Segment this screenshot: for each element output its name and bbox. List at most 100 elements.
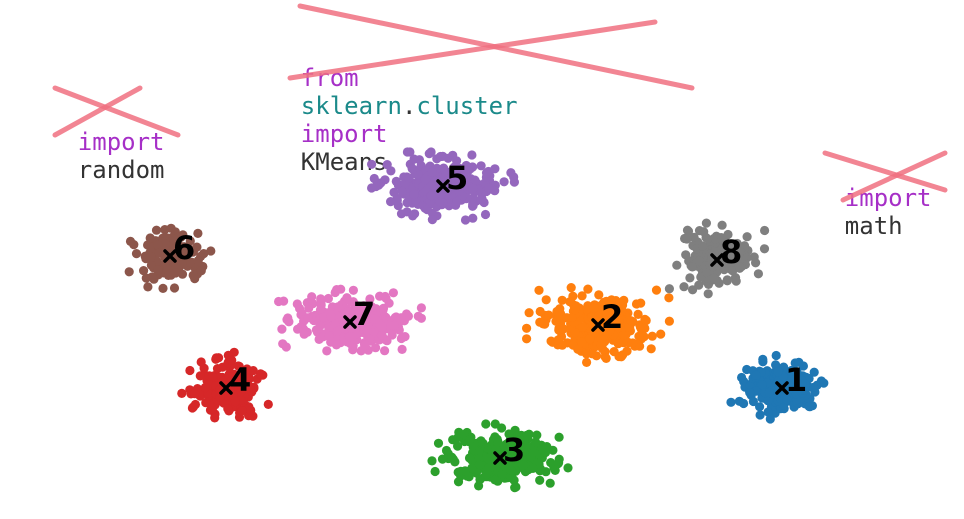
- cluster-label-3: 3: [503, 431, 525, 469]
- data-point: [408, 211, 418, 221]
- data-point: [371, 181, 381, 192]
- data-point: [531, 437, 541, 447]
- data-point: [541, 295, 551, 305]
- strike-random-a: [52, 85, 181, 138]
- data-point: [612, 320, 622, 330]
- data-point: [771, 350, 781, 361]
- data-point: [177, 388, 187, 398]
- data-point: [430, 466, 440, 477]
- data-point: [763, 396, 773, 406]
- strike-marks: [52, 3, 948, 203]
- data-point: [344, 331, 355, 342]
- data-point: [282, 315, 292, 325]
- data-point: [490, 475, 500, 485]
- data-point: [333, 302, 343, 312]
- data-point: [522, 323, 532, 333]
- data-point: [558, 324, 568, 334]
- data-point: [484, 183, 494, 193]
- data-point: [782, 395, 792, 405]
- data-point: [758, 354, 768, 364]
- module-sklearn: sklearn: [300, 92, 402, 120]
- data-point: [323, 293, 333, 304]
- data-point: [322, 346, 332, 356]
- data-point: [236, 371, 246, 381]
- data-point: [522, 334, 532, 344]
- data-point: [664, 293, 674, 303]
- data-point: [682, 234, 692, 244]
- keyword-import: import: [844, 184, 932, 212]
- name-random: random: [77, 156, 165, 184]
- cluster-8-points: [664, 218, 770, 299]
- data-point: [577, 291, 587, 301]
- name-math: math: [844, 212, 903, 240]
- data-point: [755, 410, 765, 420]
- data-point: [396, 333, 406, 344]
- data-point: [299, 329, 309, 339]
- data-point: [124, 267, 134, 277]
- data-point: [646, 344, 656, 354]
- data-point: [463, 166, 473, 176]
- data-point: [499, 177, 509, 187]
- data-point: [146, 260, 156, 270]
- data-point: [566, 283, 576, 293]
- data-point: [369, 173, 379, 184]
- data-point: [420, 174, 430, 185]
- data-point: [518, 460, 529, 470]
- cluster-5-points: [367, 147, 519, 225]
- data-point: [475, 460, 485, 470]
- data-point: [582, 357, 592, 367]
- data-point: [435, 197, 445, 207]
- data-point: [500, 441, 510, 452]
- cluster-label-7: 7: [353, 295, 375, 333]
- data-point: [361, 307, 371, 317]
- data-point: [742, 232, 752, 242]
- data-point: [441, 445, 452, 456]
- data-point: [596, 339, 606, 350]
- data-point: [277, 324, 287, 334]
- data-point: [760, 225, 770, 236]
- data-point: [679, 282, 689, 292]
- data-point: [176, 249, 186, 259]
- data-point: [581, 305, 592, 315]
- data-point: [745, 388, 755, 398]
- data-point: [602, 312, 612, 322]
- data-point: [185, 258, 196, 268]
- data-point: [391, 312, 401, 322]
- strike-random-b: [52, 85, 143, 138]
- data-point: [728, 266, 738, 276]
- data-point: [397, 186, 407, 196]
- data-point: [626, 316, 636, 326]
- data-point: [315, 321, 325, 331]
- data-point: [773, 367, 783, 377]
- data-point: [631, 299, 642, 309]
- data-point: [206, 246, 216, 256]
- data-point: [618, 330, 628, 340]
- centroids-layer: 1 2 3 4 5 6 7 8: [163, 159, 807, 469]
- data-point: [581, 349, 592, 359]
- data-point: [634, 331, 644, 341]
- data-point: [492, 434, 502, 444]
- data-point: [405, 147, 415, 157]
- data-point: [664, 284, 675, 294]
- data-point: [481, 168, 492, 178]
- data-point: [153, 240, 163, 250]
- data-point: [735, 247, 745, 257]
- data-point: [794, 357, 804, 367]
- data-point: [482, 453, 493, 463]
- data-point: [804, 401, 814, 412]
- data-point: [388, 288, 398, 298]
- data-point: [201, 398, 211, 408]
- data-point: [263, 399, 273, 409]
- data-point: [171, 268, 181, 278]
- data-point: [163, 270, 173, 280]
- cluster-7-points: [274, 284, 426, 356]
- data-point: [332, 285, 342, 295]
- data-point: [424, 149, 434, 159]
- cluster-4-points: [177, 347, 273, 423]
- data-point: [476, 195, 486, 205]
- data-point: [404, 173, 414, 183]
- data-point: [426, 191, 436, 201]
- data-point: [544, 310, 554, 320]
- data-point: [702, 267, 712, 277]
